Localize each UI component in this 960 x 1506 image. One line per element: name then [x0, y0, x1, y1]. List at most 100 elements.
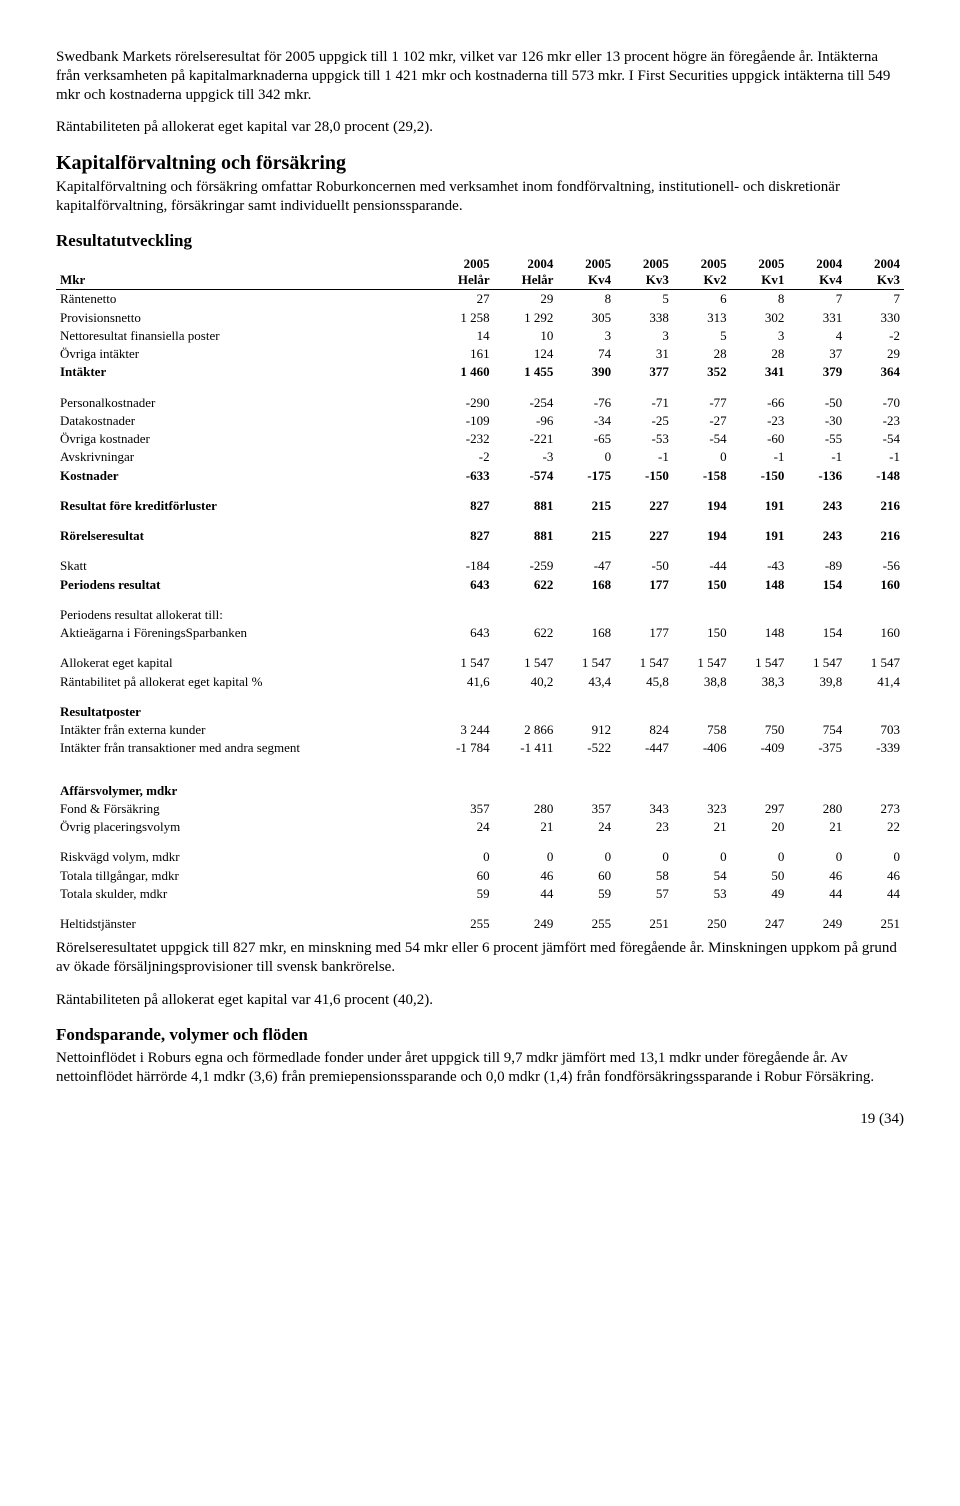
cell: 21: [673, 818, 731, 836]
row-label: Periodens resultat allokerat till:: [56, 606, 429, 624]
cell: -633: [429, 467, 494, 485]
cell: -1: [788, 448, 846, 466]
cell: 148: [731, 576, 789, 594]
subsection-paragraph: Nettoinflödet i Roburs egna och förmedla…: [56, 1049, 904, 1087]
row-label: Resultat före kreditförluster: [56, 497, 429, 515]
table-row: Övrig placeringsvolym2421242321202122: [56, 818, 904, 836]
cell: 0: [429, 848, 494, 866]
cell: 750: [731, 721, 789, 739]
cell: -522: [557, 739, 615, 757]
cell: 357: [429, 800, 494, 818]
col-header: 2005Kv2: [673, 255, 731, 290]
cell: 0: [615, 848, 673, 866]
cell: [557, 782, 615, 800]
row-label: Räntenetto: [56, 290, 429, 309]
row-label: Räntabilitet på allokerat eget kapital %: [56, 673, 429, 691]
cell: 1 258: [429, 309, 494, 327]
cell: 1 547: [731, 654, 789, 672]
cell: 160: [846, 624, 904, 642]
table-row: Intäkter från transaktioner med andra se…: [56, 739, 904, 757]
cell: 0: [673, 848, 731, 866]
result-paragraph-1: Rörelseresultatet uppgick till 827 mkr, …: [56, 939, 904, 977]
cell: -136: [788, 467, 846, 485]
cell: -574: [494, 467, 558, 485]
cell: 703: [846, 721, 904, 739]
cell: 28: [673, 345, 731, 363]
cell: 43,4: [557, 673, 615, 691]
cell: [615, 606, 673, 624]
cell: [429, 782, 494, 800]
cell: -375: [788, 739, 846, 757]
cell: 357: [557, 800, 615, 818]
cell: 643: [429, 624, 494, 642]
cell: 255: [429, 915, 494, 933]
table-row: Övriga kostnader-232-221-65-53-54-60-55-…: [56, 430, 904, 448]
row-label: Nettoresultat finansiella poster: [56, 327, 429, 345]
cell: -27: [673, 412, 731, 430]
table-row: Skatt-184-259-47-50-44-43-89-56: [56, 557, 904, 575]
cell: -221: [494, 430, 558, 448]
cell: 150: [673, 624, 731, 642]
cell: 10: [494, 327, 558, 345]
cell: -65: [557, 430, 615, 448]
cell: [494, 703, 558, 721]
row-label: Periodens resultat: [56, 576, 429, 594]
cell: 37: [788, 345, 846, 363]
cell: -30: [788, 412, 846, 430]
cell: 6: [673, 290, 731, 309]
cell: -34: [557, 412, 615, 430]
cell: 1 455: [494, 363, 558, 381]
row-label: Provisionsnetto: [56, 309, 429, 327]
cell: 379: [788, 363, 846, 381]
cell: 0: [557, 848, 615, 866]
cell: 160: [846, 576, 904, 594]
cell: 150: [673, 576, 731, 594]
table-row: Intäkter1 4601 455390377352341379364: [56, 363, 904, 381]
col-header: 2004Kv3: [846, 255, 904, 290]
cell: 41,6: [429, 673, 494, 691]
cell: -148: [846, 467, 904, 485]
cell: 44: [788, 885, 846, 903]
cell: 227: [615, 497, 673, 515]
cell: 53: [673, 885, 731, 903]
cell: 191: [731, 497, 789, 515]
cell: 31: [615, 345, 673, 363]
cell: 154: [788, 624, 846, 642]
cell: 29: [494, 290, 558, 309]
row-label: Intäkter från transaktioner med andra se…: [56, 739, 429, 757]
cell: -1 411: [494, 739, 558, 757]
cell: 622: [494, 576, 558, 594]
cell: 824: [615, 721, 673, 739]
cell: [557, 606, 615, 624]
cell: -184: [429, 557, 494, 575]
page-number: 19 (34): [56, 1110, 904, 1129]
table-row: Räntenetto2729856877: [56, 290, 904, 309]
cell: 881: [494, 527, 558, 545]
intro-paragraph-2: Räntabiliteten på allokerat eget kapital…: [56, 118, 904, 137]
cell: -50: [615, 557, 673, 575]
col-header: 2005Kv4: [557, 255, 615, 290]
cell: 0: [557, 448, 615, 466]
row-label: Övrig placeringsvolym: [56, 818, 429, 836]
cell: 1 547: [788, 654, 846, 672]
cell: 60: [429, 867, 494, 885]
cell: 622: [494, 624, 558, 642]
cell: -77: [673, 394, 731, 412]
cell: -60: [731, 430, 789, 448]
row-label: Rörelseresultat: [56, 527, 429, 545]
cell: 7: [846, 290, 904, 309]
cell: 881: [494, 497, 558, 515]
cell: -109: [429, 412, 494, 430]
cell: 60: [557, 867, 615, 885]
row-label: Fond & Försäkring: [56, 800, 429, 818]
cell: [615, 703, 673, 721]
cell: 330: [846, 309, 904, 327]
cell: 168: [557, 624, 615, 642]
cell: 24: [429, 818, 494, 836]
cell: 280: [788, 800, 846, 818]
cell: [788, 703, 846, 721]
cell: 390: [557, 363, 615, 381]
cell: -54: [846, 430, 904, 448]
table-row: Periodens resultat allokerat till:: [56, 606, 904, 624]
cell: 215: [557, 527, 615, 545]
